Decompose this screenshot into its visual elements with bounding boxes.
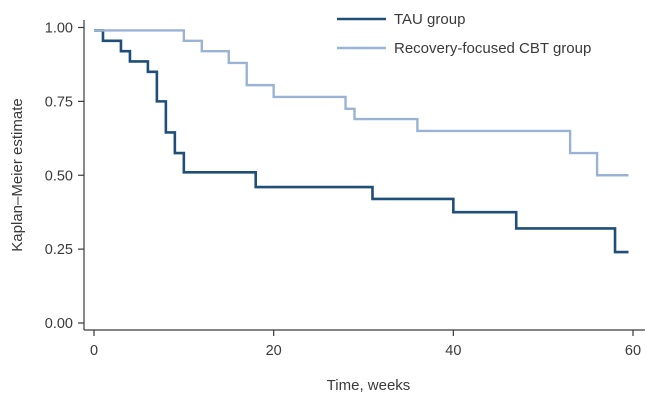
y-axis-title: Kaplan–Meier estimate [9, 98, 26, 251]
x-axis-title: Time, weeks [327, 377, 411, 394]
axes [83, 20, 645, 331]
y-tick-label: 1.00 [45, 21, 73, 37]
y-tick-label: 0.75 [45, 94, 73, 110]
legend: TAU group Recovery-focused CBT group [337, 11, 591, 57]
legend-label-1: TAU group [394, 11, 465, 28]
x-tick-label: 0 [90, 343, 98, 359]
x-tick-label: 60 [625, 343, 641, 359]
y-tick-label: 0.50 [45, 168, 73, 184]
x-tick-label: 40 [445, 343, 461, 359]
series-lines [94, 29, 629, 254]
series-line-2 [94, 29, 629, 177]
x-tick-label: 20 [266, 343, 282, 359]
y-ticks: 0.00 0.25 0.50 0.75 1.00 [45, 21, 84, 332]
x-ticks: 0 20 40 60 [90, 330, 641, 359]
legend-label-2: Recovery-focused CBT group [394, 40, 591, 57]
y-tick-label: 0.25 [45, 242, 73, 258]
series-line-1 [94, 29, 629, 254]
y-tick-label: 0.00 [45, 316, 73, 332]
